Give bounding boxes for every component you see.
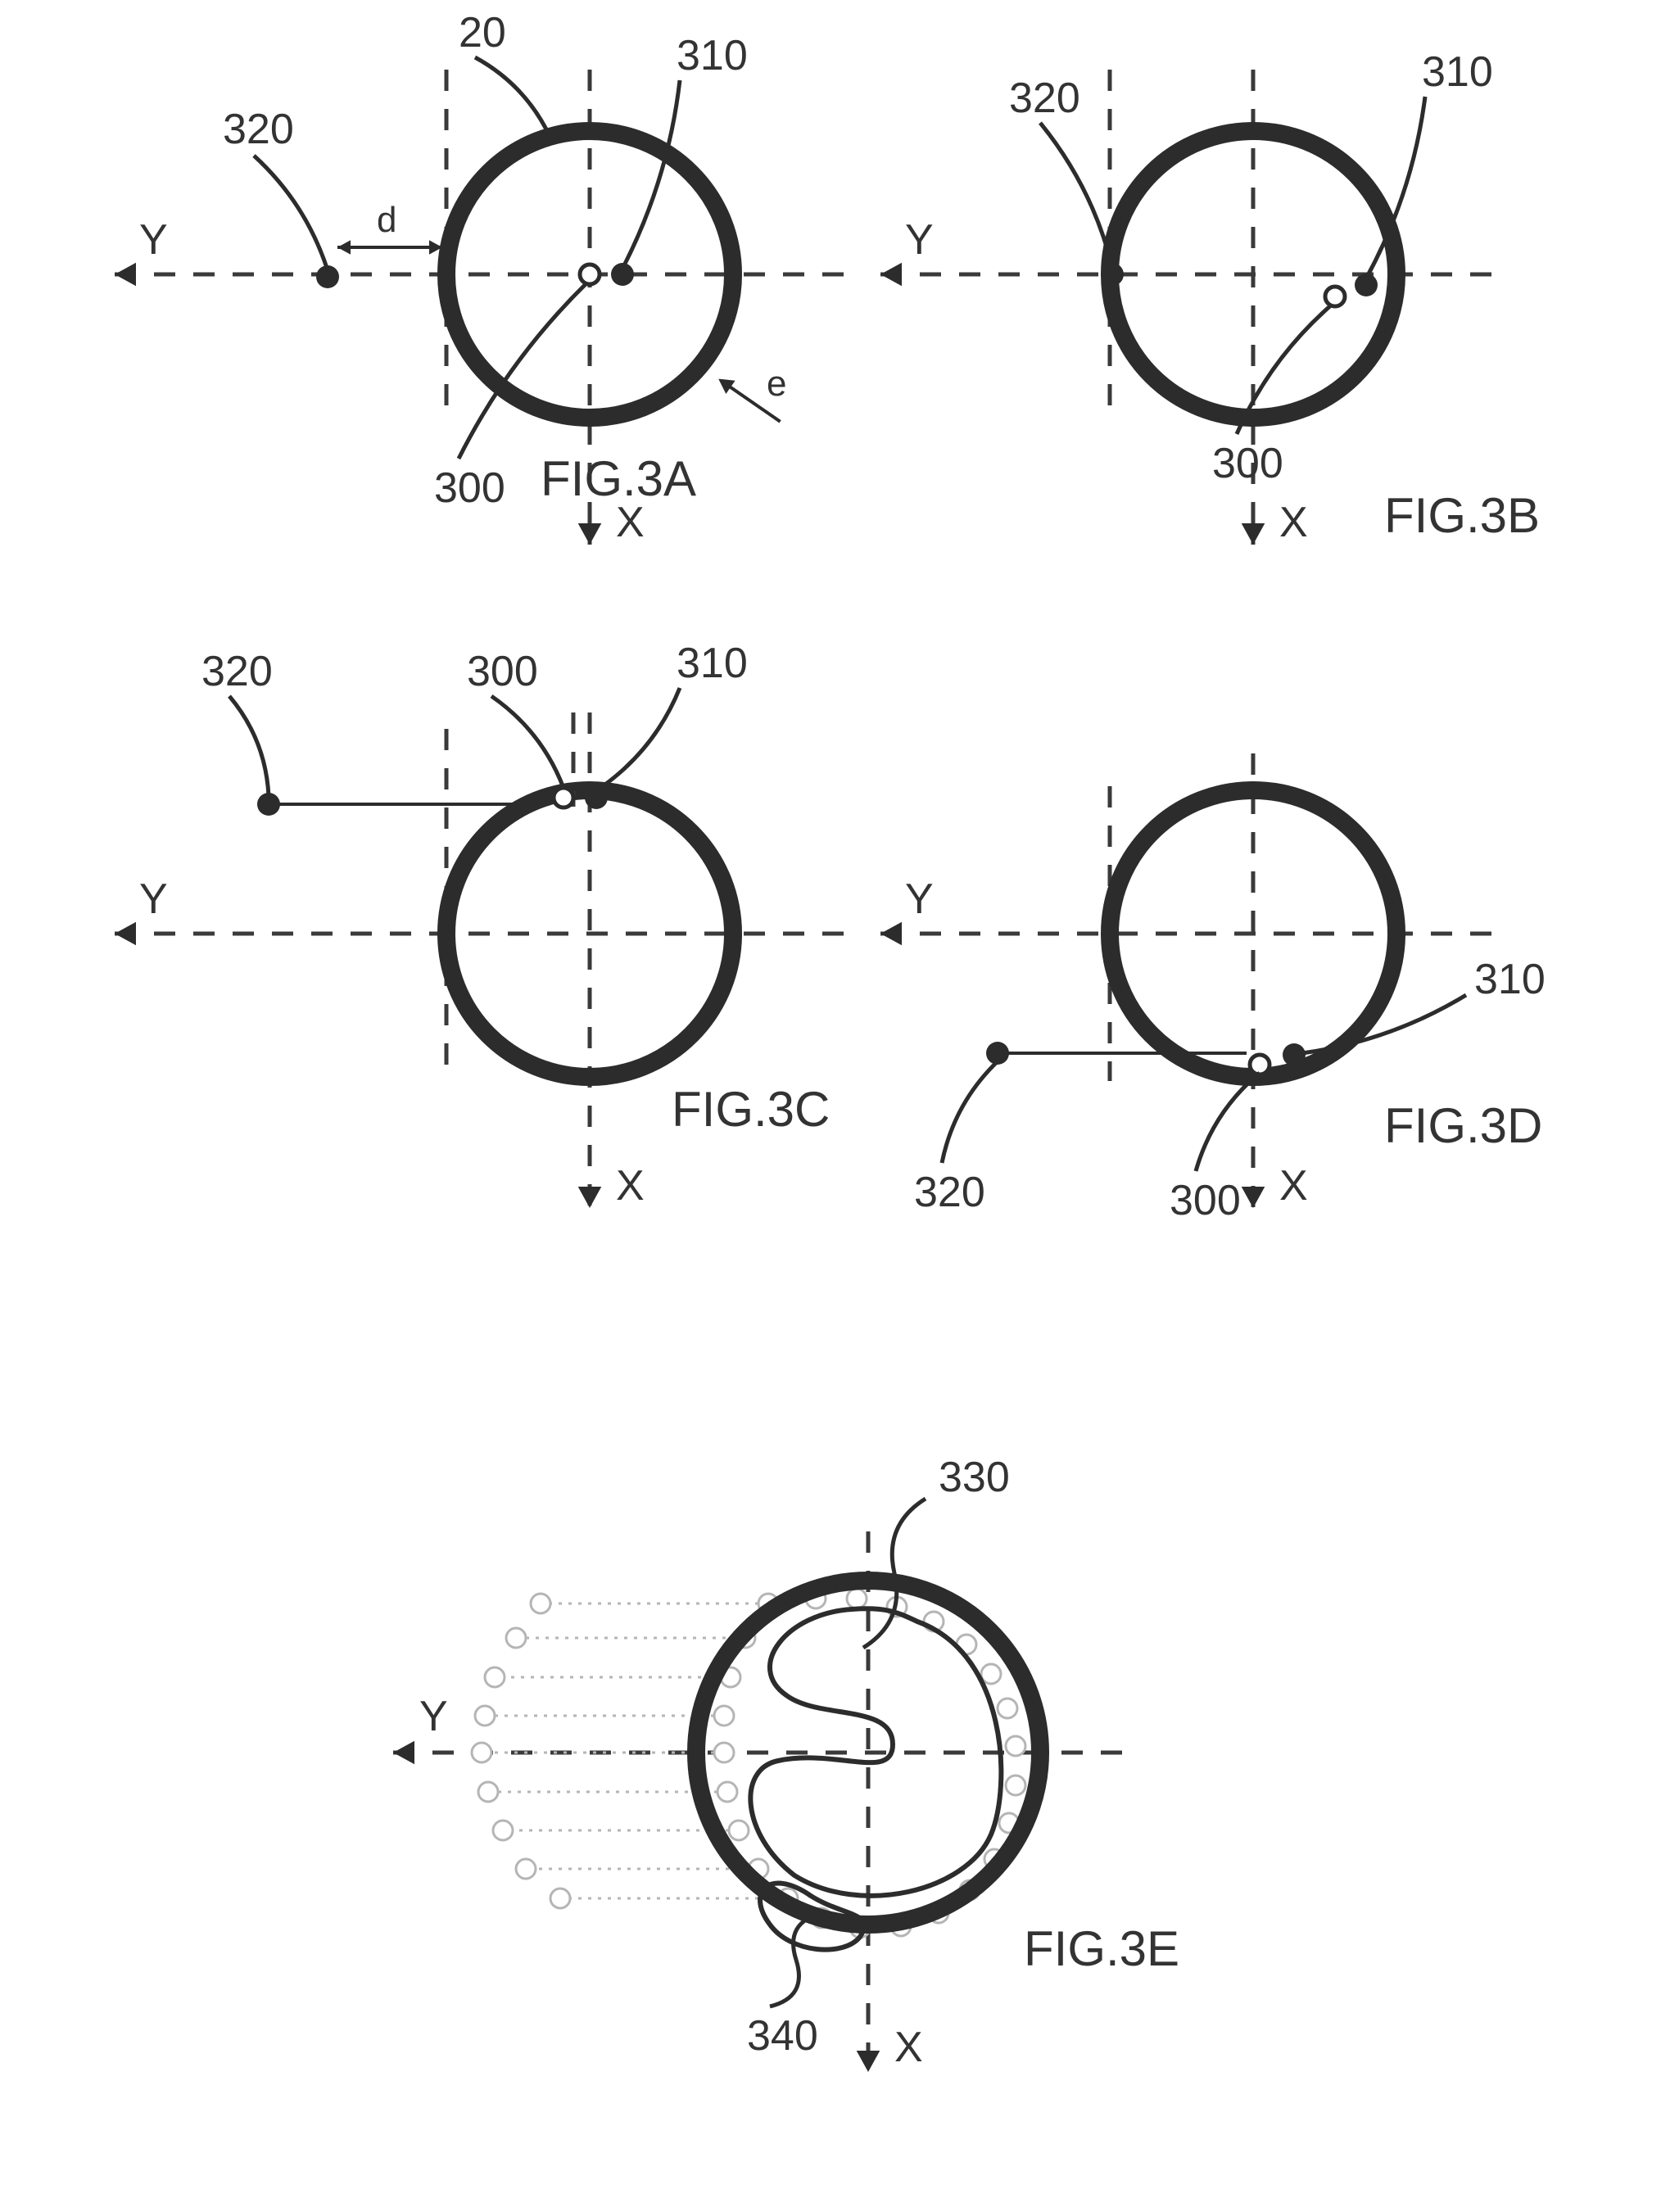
label: 300 — [467, 647, 538, 696]
label: 320 — [914, 1168, 985, 1217]
label: e — [767, 364, 786, 405]
label: X — [894, 2023, 923, 2072]
label: FIG.3A — [541, 450, 696, 507]
label: 320 — [201, 647, 273, 696]
label: FIG.3B — [1384, 487, 1540, 544]
label: 20 — [459, 8, 506, 57]
label: X — [616, 1161, 645, 1210]
label: X — [1279, 1161, 1308, 1210]
label: Y — [139, 215, 168, 265]
label: 310 — [677, 639, 748, 688]
label: 320 — [1009, 74, 1080, 123]
label: 330 — [939, 1453, 1010, 1502]
label: 310 — [677, 31, 748, 80]
label: X — [1279, 498, 1308, 547]
label: FIG.3E — [1024, 1920, 1179, 1977]
label: FIG.3C — [672, 1081, 830, 1138]
label: 300 — [1170, 1176, 1241, 1225]
label: 310 — [1474, 955, 1546, 1004]
label: 310 — [1422, 47, 1493, 97]
label: Y — [905, 875, 934, 924]
label: d — [377, 200, 396, 241]
label: Y — [905, 215, 934, 265]
label: Y — [139, 875, 168, 924]
label: Y — [419, 1692, 448, 1741]
label: 340 — [747, 2011, 818, 2060]
label: FIG.3D — [1384, 1097, 1542, 1154]
label: 300 — [1212, 439, 1283, 488]
label: 300 — [434, 464, 505, 513]
label: 320 — [223, 105, 294, 154]
